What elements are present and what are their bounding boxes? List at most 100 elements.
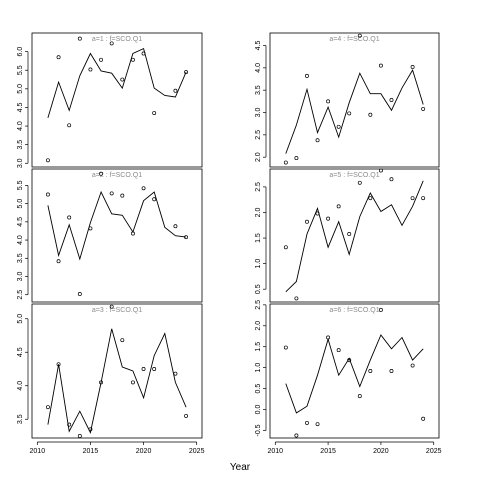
- observed-point: [77, 434, 82, 438]
- observed-point: [368, 112, 373, 117]
- y-tick-label: 4.0: [17, 235, 24, 245]
- y-tick-label: 5.0: [17, 84, 24, 94]
- y-tick-label: 4.0: [17, 121, 24, 131]
- observed-point: [378, 307, 383, 312]
- y-tick-label: 0.5: [255, 384, 262, 394]
- y-tick-label: 4.5: [17, 347, 24, 357]
- observed-point: [56, 55, 61, 60]
- observed-point: [378, 63, 383, 68]
- y-tick-label: 0.0: [255, 405, 262, 415]
- y-tick-label: 5.5: [17, 180, 24, 190]
- observed-point: [141, 367, 146, 371]
- panel-1: 3.0 3.5 4.0 4.5 5.0 5.5 6.0 a=1 : f=SCO.Q1: [17, 32, 203, 168]
- observed-point: [336, 124, 341, 129]
- observed-point: [173, 224, 178, 229]
- observed-point: [99, 171, 104, 176]
- y-tick-label: 3.5: [17, 414, 24, 424]
- observed-point: [77, 292, 82, 296]
- observed-point: [99, 57, 104, 62]
- y-tick-label: 2.5: [255, 130, 262, 140]
- panel-title: a=2 : f=SCO.Q1: [92, 172, 142, 179]
- y-tick-label: 3.0: [17, 158, 24, 168]
- observed-point: [357, 180, 362, 185]
- observed-point: [88, 427, 93, 432]
- x-axis-label: Year: [230, 462, 251, 473]
- panel-frame: [31, 32, 203, 168]
- y-tick-label: 2.0: [255, 321, 262, 331]
- observed-point: [120, 77, 125, 82]
- observed-point: [410, 64, 415, 69]
- observed-point: [336, 348, 341, 353]
- observed-point: [315, 138, 320, 143]
- observed-point: [152, 197, 157, 202]
- y-tick-label: 4.5: [17, 102, 24, 112]
- observed-point: [45, 405, 50, 410]
- x-tick-label: 2010: [30, 448, 46, 455]
- y-tick-label: 1.5: [255, 342, 262, 352]
- panel-6: -0.5 0.0 0.5 1.0 1.5 2.0 2.5 2010 2015 2020 2025 a=…: [255, 300, 442, 455]
- observed-point: [152, 367, 157, 371]
- observed-point: [173, 371, 178, 376]
- panel-2: 2.0 2.5 3.0 3.5 4.0 4.5 a=4 : f=SCO.Q1: [255, 32, 440, 168]
- observed-point: [368, 196, 373, 201]
- observed-point: [378, 168, 383, 173]
- panel-4: 0.5 1.0 1.5 2.0 2.5 a=5 : f=SCO.Q1: [255, 168, 440, 303]
- y-tick-label: 3.5: [17, 140, 24, 150]
- y-tick-label: 4.5: [255, 41, 262, 51]
- observed-point: [141, 186, 146, 191]
- observed-point: [315, 422, 320, 427]
- x-tick-label: 2010: [267, 448, 283, 455]
- observed-point: [410, 363, 415, 368]
- observed-point: [120, 338, 125, 343]
- observed-point: [109, 41, 114, 46]
- observed-point: [305, 73, 309, 78]
- panel-title: a=1 : f=SCO.Q1: [92, 36, 142, 43]
- observed-point: [294, 156, 299, 161]
- fitted-line: [47, 328, 187, 434]
- observed-point: [152, 111, 157, 115]
- panel-title: a=4 : f=SCO.Q1: [329, 36, 379, 43]
- y-tick-label: 4.0: [255, 63, 262, 73]
- panel-title: a=6 : f=SCO.Q1: [329, 307, 379, 314]
- x-tick-label: 2020: [136, 448, 152, 455]
- y-tick-label: 2.5: [255, 182, 262, 192]
- panel-frame: [269, 303, 440, 439]
- observed-point: [368, 369, 373, 373]
- y-tick-label: 3.5: [255, 85, 262, 95]
- observed-point: [130, 380, 135, 385]
- observed-point: [99, 380, 104, 385]
- observed-point: [56, 259, 61, 264]
- panel-title: a=3 : f=SCO.Q1: [92, 307, 142, 314]
- x-tick-label: 2015: [83, 448, 99, 455]
- y-tick-label: 1.5: [255, 233, 262, 243]
- observed-point: [389, 177, 394, 182]
- observed-point: [315, 211, 320, 216]
- panel-5: 3.5 4.0 4.5 5.0 2010 2015 2020 2025 a=3 : f=SCO.…: [17, 303, 205, 455]
- x-tick-label: 2025: [189, 448, 205, 455]
- fitted-line: [285, 334, 424, 414]
- y-tick-label: 3.0: [255, 108, 262, 118]
- observed-point: [357, 33, 362, 38]
- observed-point: [67, 422, 72, 427]
- observed-point: [45, 158, 50, 163]
- observed-point: [347, 111, 352, 116]
- observed-point: [283, 345, 288, 350]
- observed-point: [336, 204, 341, 209]
- observed-point: [326, 99, 331, 104]
- y-tick-label: 2.5: [255, 300, 262, 310]
- y-tick-label: 4.0: [17, 381, 24, 391]
- observed-point: [88, 226, 93, 231]
- observed-point: [184, 70, 189, 75]
- y-tick-label: 6.0: [17, 47, 24, 57]
- observed-point: [130, 57, 135, 62]
- panel-3: 2.5 3.0 3.5 4.0 4.5 5.0 5.5 a=2 : f=SCO.Q1: [17, 168, 203, 303]
- x-tick-label: 2015: [320, 448, 336, 455]
- y-tick-label: 2.0: [255, 152, 262, 162]
- observed-point: [305, 219, 309, 224]
- fitted-line: [47, 47, 187, 119]
- observed-point: [305, 420, 309, 425]
- y-tick-label: 5.0: [17, 314, 24, 324]
- y-tick-label: 2.5: [17, 290, 24, 300]
- observed-point: [184, 235, 189, 240]
- y-tick-label: 1.0: [255, 363, 262, 373]
